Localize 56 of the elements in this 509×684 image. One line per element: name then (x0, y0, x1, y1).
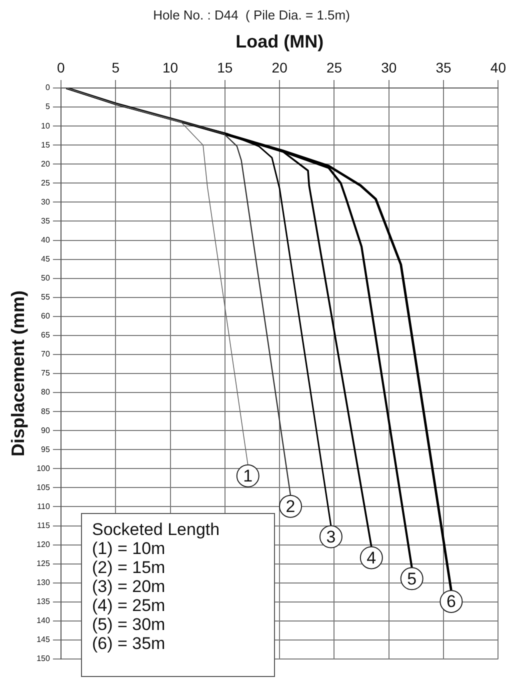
y-tick-label: 130 (36, 578, 50, 588)
x-tick-label: 40 (490, 59, 506, 76)
annotation: (2) = 15m (92, 558, 166, 577)
x-axis-title: Load (MN) (236, 31, 324, 52)
annotation: (5) = 30m (92, 615, 166, 634)
y-tick-label: 35 (41, 216, 50, 226)
y-tick-label: 5 (45, 102, 50, 112)
series-label: 3 (326, 527, 336, 546)
series-label: 5 (407, 569, 417, 588)
series-label: 4 (366, 548, 376, 568)
y-tick-label: 95 (41, 444, 50, 454)
y-tick-label: 110 (37, 502, 50, 511)
y-tick-label: 45 (41, 254, 50, 264)
y-axis-title: Displacement (mm) (8, 290, 28, 457)
y-tick-label: 30 (41, 197, 50, 206)
y-tick-label: 50 (41, 274, 50, 283)
x-tick-label: 20 (272, 59, 288, 76)
x-tick-label: 30 (381, 59, 397, 76)
y-tick-label: 90 (41, 426, 50, 435)
series-label: 1 (243, 466, 253, 486)
x-tick-label: 15 (217, 59, 233, 76)
y-tick-label: 55 (41, 292, 50, 302)
y-tick-label: 65 (41, 330, 50, 340)
annotation: (4) = 25m (92, 596, 166, 615)
x-tick-label: 0 (57, 59, 66, 76)
annotation: (6) = 35m (92, 634, 166, 653)
x-tick-label: 5 (112, 59, 120, 76)
annotation: Socketed Length (92, 520, 221, 539)
y-tick-label: 135 (36, 597, 50, 606)
annotation: (3) = 20m (92, 577, 166, 596)
y-tick-label: 150 (36, 654, 50, 664)
y-tick-label: 75 (41, 368, 50, 378)
y-tick-label: 80 (41, 388, 50, 397)
y-tick-label: 120 (36, 540, 50, 550)
y-tick-label: 0 (45, 83, 50, 92)
y-tick-label: 70 (41, 350, 50, 359)
y-tick-label: 125 (36, 559, 50, 568)
y-tick-label: 25 (41, 178, 50, 188)
y-tick-label: 115 (37, 520, 50, 530)
x-tick-label: 10 (162, 59, 178, 76)
chart-title: Hole No. : D44 ( Pile Dia. = 1.5m) (153, 7, 350, 22)
y-tick-label: 85 (41, 406, 50, 416)
y-tick-label: 145 (36, 635, 50, 644)
series-label: 6 (446, 592, 456, 612)
y-tick-label: 100 (36, 464, 50, 473)
y-tick-label: 20 (41, 159, 50, 168)
y-tick-label: 40 (41, 235, 50, 244)
y-tick-label: 60 (41, 312, 50, 321)
y-tick-label: 140 (36, 616, 50, 626)
annotation: (1) = 10m (92, 539, 166, 558)
x-tick-label: 25 (326, 59, 342, 76)
series-label: 2 (286, 497, 296, 516)
y-tick-label: 10 (41, 121, 50, 130)
x-tick-label: 35 (436, 59, 452, 76)
y-tick-label: 15 (41, 140, 50, 150)
y-tick-label: 105 (36, 482, 50, 492)
